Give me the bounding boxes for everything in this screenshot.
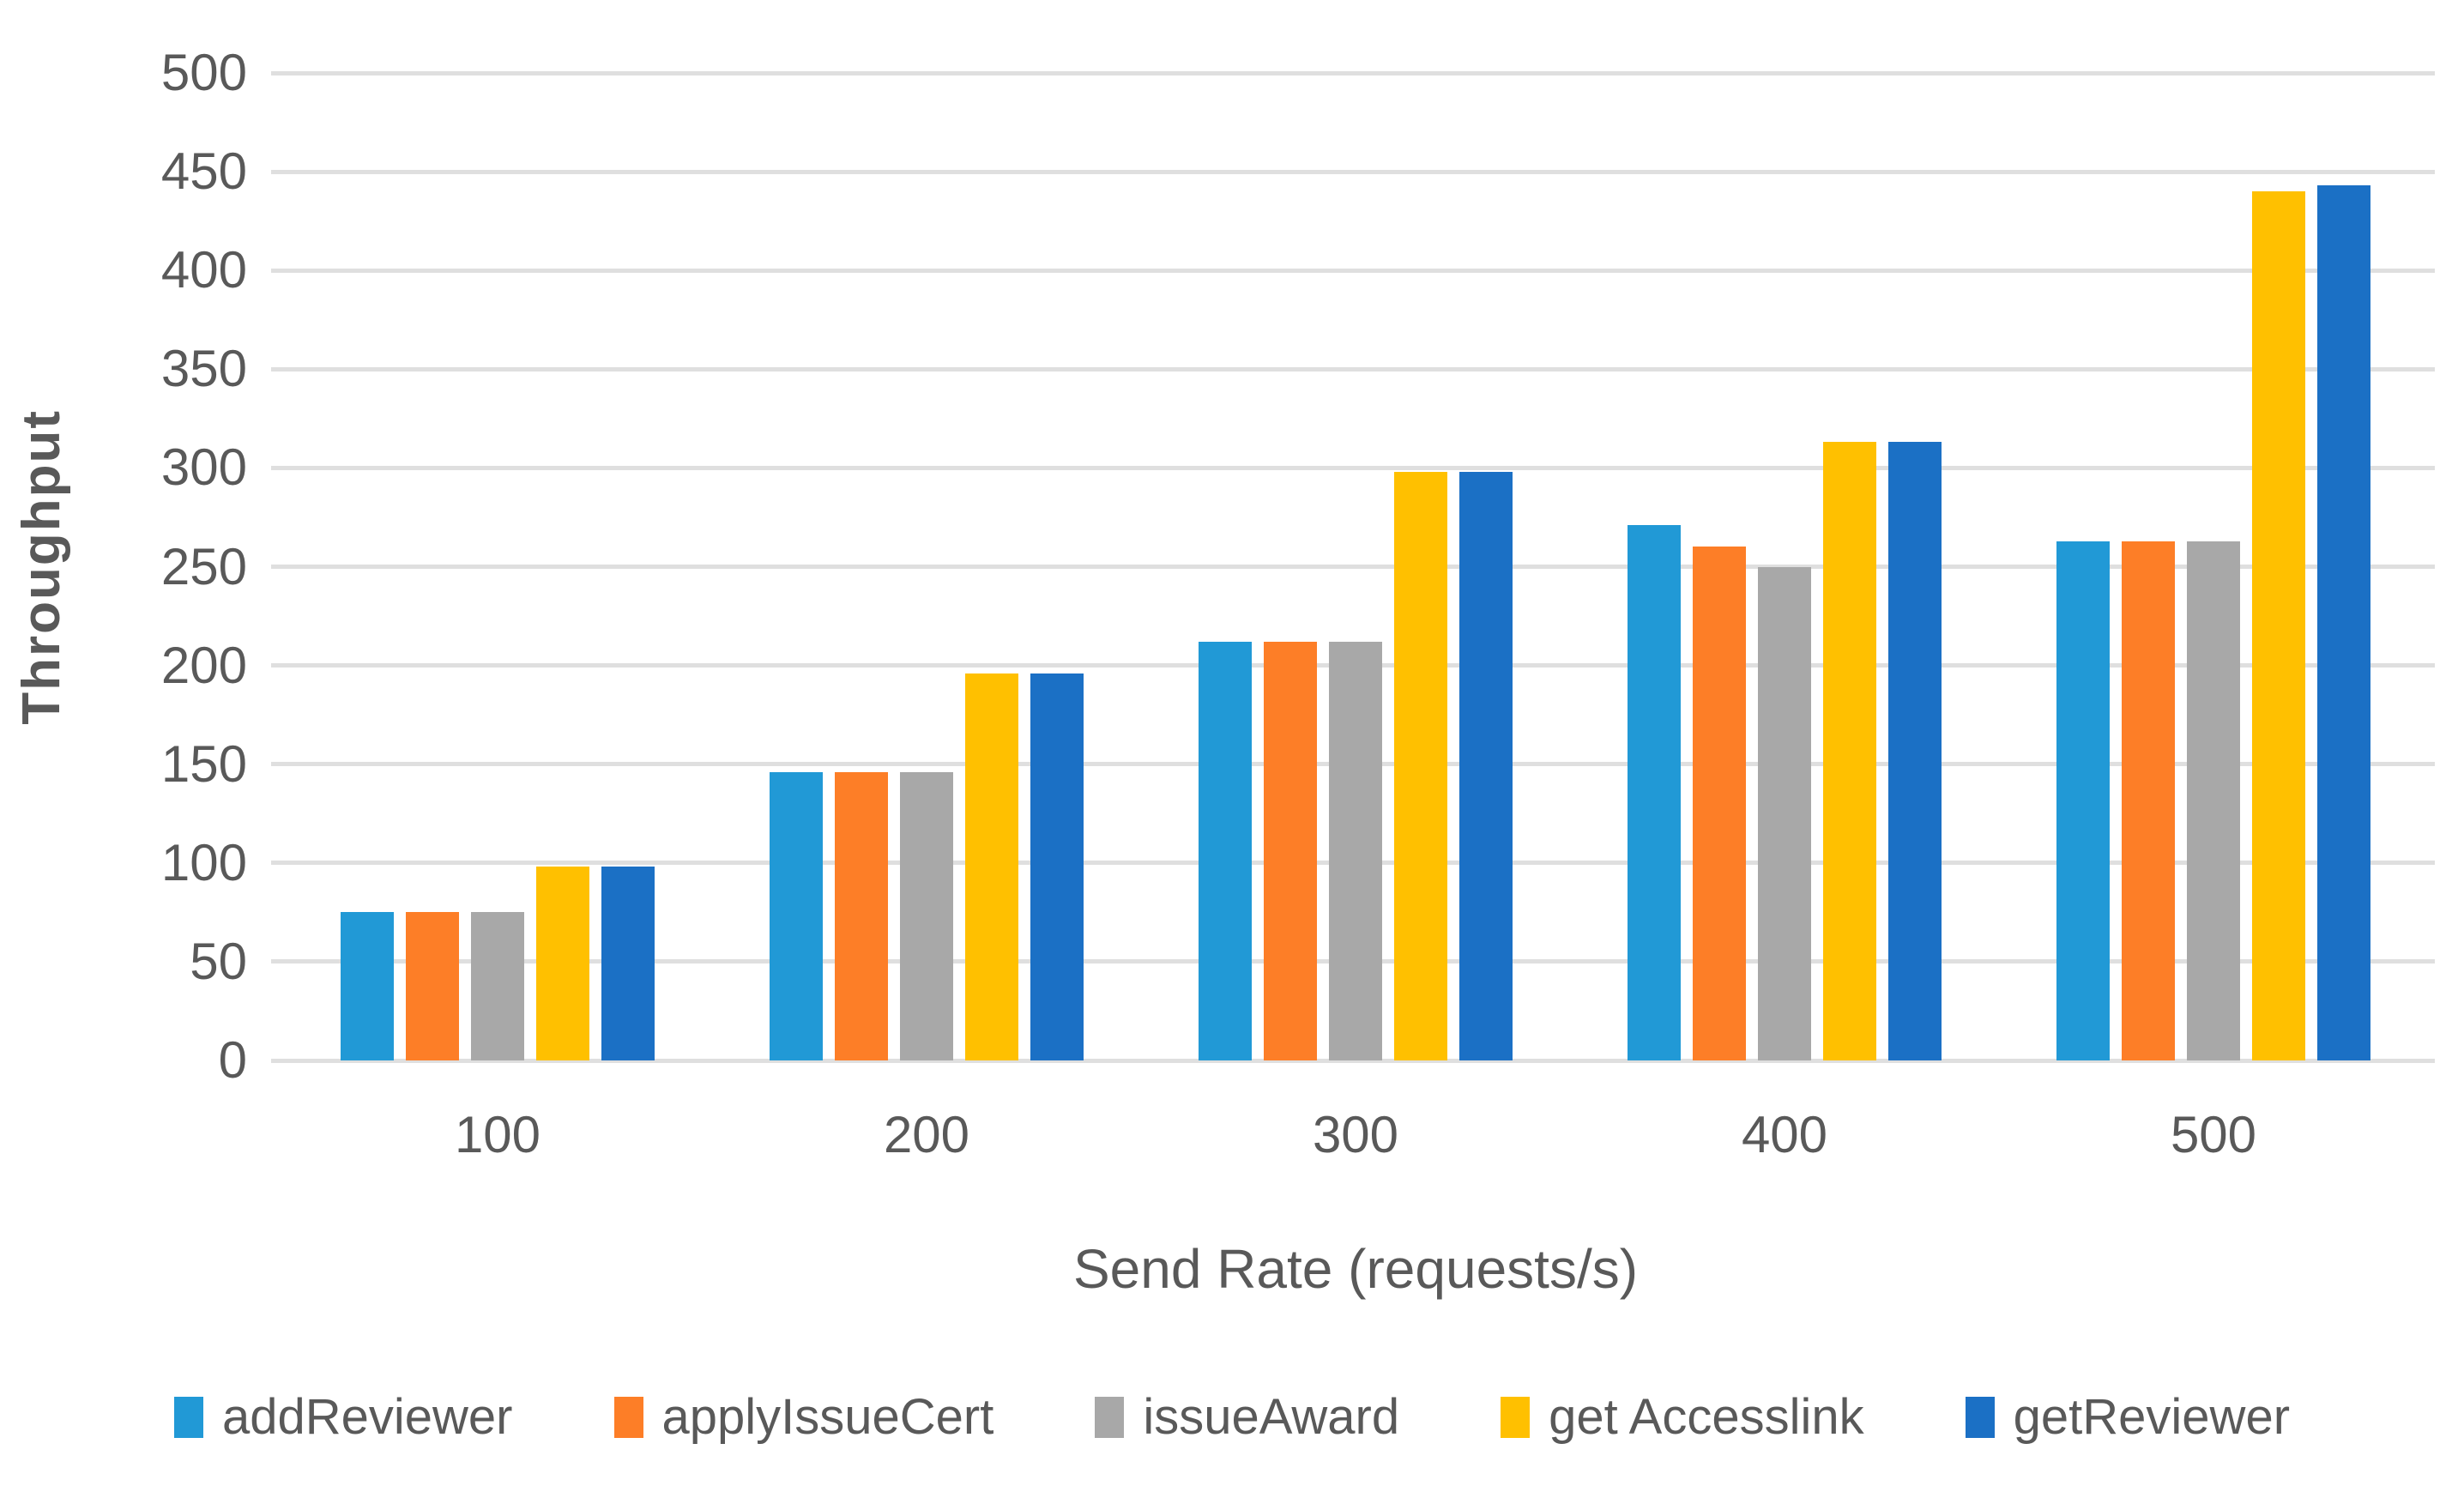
bar-groups (283, 73, 2428, 1060)
bar-getReviewer-300 (1459, 472, 1513, 1060)
bar-group-500 (1999, 73, 2428, 1060)
bar-getReviewer-100 (601, 867, 655, 1060)
legend-swatch-issueAward (1095, 1396, 1125, 1438)
plot-area (271, 70, 2435, 1063)
legend-label: addReviewer (221, 1389, 513, 1445)
gridline-300 (271, 465, 2435, 470)
bar-getReviewer-500 (2317, 185, 2370, 1060)
legend-swatch-get-Accesslink (1501, 1396, 1531, 1438)
legend-item-addReviewer: addReviewer (173, 1388, 513, 1446)
legend-item-get-Accesslink: get Accesslink (1501, 1388, 1864, 1446)
bar-getReviewer-400 (1888, 442, 1942, 1060)
legend-swatch-getReviewer (1965, 1396, 1995, 1438)
bar-applyIssueCert-500 (2122, 541, 2175, 1060)
y-axis-tick-labels: 500 450 400 350 300 250 200 150 100 50 0 (0, 47, 247, 1086)
legend-item-issueAward: issueAward (1095, 1388, 1399, 1446)
bar-getReviewer-200 (1030, 673, 1084, 1060)
bar-issueAward-200 (900, 771, 953, 1060)
bar-applyIssueCert-100 (406, 912, 459, 1060)
bar-addReviewer-400 (1628, 525, 1681, 1060)
x-tick-label: 400 (1741, 1106, 1828, 1163)
x-tick-label: 300 (1312, 1106, 1399, 1163)
bar-group-300 (1141, 73, 1570, 1060)
legend-swatch-applyIssueCert (613, 1396, 643, 1438)
y-tick-label: 450 (160, 142, 247, 201)
bar-group-400 (1570, 73, 1999, 1060)
gridline-350 (271, 366, 2435, 371)
gridline-400 (271, 268, 2435, 273)
x-tick-label: 100 (454, 1106, 541, 1163)
bar-group-200 (712, 73, 1141, 1060)
bar-applyIssueCert-200 (835, 771, 888, 1060)
x-tick-label: 200 (883, 1106, 970, 1163)
gridline-250 (271, 565, 2435, 569)
gridline-0 (271, 1058, 2435, 1063)
bar-get-Accesslink-300 (1394, 472, 1447, 1060)
y-tick-label: 300 (160, 438, 247, 497)
y-tick-label: 250 (160, 537, 247, 595)
bar-get-Accesslink-100 (536, 867, 589, 1060)
legend-item-getReviewer: getReviewer (1965, 1388, 2291, 1446)
legend: addReviewer applyIssueCert issueAward get A… (0, 1388, 2464, 1446)
bar-addReviewer-100 (341, 912, 394, 1060)
gridline-450 (271, 169, 2435, 174)
y-tick-label: 350 (160, 340, 247, 398)
legend-label: get Accesslink (1549, 1389, 1864, 1445)
bar-get-Accesslink-400 (1823, 442, 1876, 1060)
legend-label: issueAward (1143, 1389, 1400, 1445)
bar-applyIssueCert-300 (1264, 641, 1317, 1060)
bar-get-Accesslink-500 (2252, 191, 2305, 1060)
x-axis-title: Send Rate (requests/s) (1072, 1238, 1639, 1300)
y-tick-label: 100 (160, 833, 247, 891)
bar-get-Accesslink-200 (965, 673, 1018, 1060)
y-tick-label: 500 (160, 44, 247, 101)
legend-swatch-addReviewer (173, 1396, 203, 1438)
bar-issueAward-400 (1758, 566, 1811, 1060)
bar-group-100 (283, 73, 712, 1060)
y-tick-label: 150 (160, 734, 247, 793)
x-tick-label: 500 (2170, 1106, 2257, 1163)
bar-issueAward-100 (471, 912, 524, 1060)
legend-label: getReviewer (2013, 1389, 2291, 1445)
bar-issueAward-500 (2187, 541, 2240, 1060)
y-tick-label: 0 (218, 1031, 247, 1089)
legend-item-applyIssueCert: applyIssueCert (613, 1388, 994, 1446)
bar-addReviewer-200 (770, 771, 823, 1060)
bar-addReviewer-500 (2056, 541, 2110, 1060)
y-tick-label: 50 (190, 932, 247, 990)
bar-issueAward-300 (1329, 641, 1382, 1060)
y-tick-label: 400 (160, 241, 247, 299)
bar-addReviewer-300 (1199, 641, 1252, 1060)
legend-label: applyIssueCert (661, 1389, 994, 1445)
y-tick-label: 200 (160, 636, 247, 694)
x-axis-tick-labels: 100 200 300 400 500 (283, 1105, 2428, 1164)
bar-applyIssueCert-400 (1693, 547, 1746, 1060)
gridline-500 (271, 70, 2435, 76)
